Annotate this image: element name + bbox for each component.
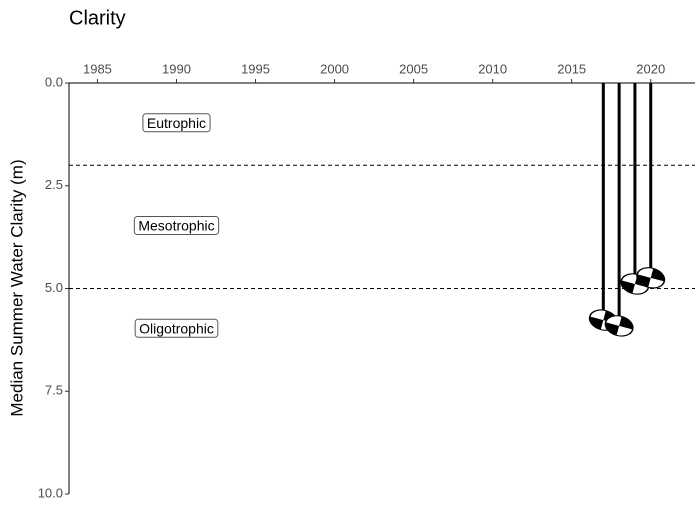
zone-label-box	[134, 318, 219, 338]
y-axis-label: Median Summer Water Clarity (m)	[7, 159, 26, 416]
secchi-disc	[604, 315, 634, 337]
x-tick-label: 1985	[83, 61, 112, 76]
x-tick-label: 1995	[241, 61, 270, 76]
y-tick-label: 2.5	[45, 177, 63, 192]
y-tick-label: 7.5	[45, 383, 63, 398]
zone-label-box	[133, 216, 220, 236]
x-tick-label: 2015	[557, 61, 586, 76]
x-tick-label: 2010	[478, 61, 507, 76]
y-tick-label: 10.0	[38, 485, 63, 500]
x-tick-label: 2020	[636, 61, 665, 76]
x-tick-label: 1990	[162, 61, 191, 76]
disc-quadrant	[619, 316, 633, 330]
secchi-disc	[636, 267, 666, 289]
x-tick-label: 2005	[399, 61, 428, 76]
x-tick-label: 2000	[320, 61, 349, 76]
y-tick-label: 0.0	[45, 74, 63, 89]
zone-label: Mesotrophic	[138, 218, 214, 234]
zone-label: Eutrophic	[147, 115, 206, 131]
disc-quadrant	[636, 274, 651, 288]
disc-quadrant	[589, 316, 604, 330]
disc-quadrant	[650, 268, 665, 282]
disc-quadrant	[621, 280, 635, 294]
y-tick-label: 5.0	[45, 280, 63, 295]
disc-quadrant	[605, 322, 620, 336]
chart-title: Clarity	[69, 7, 126, 29]
zone-label: Oligotrophic	[139, 320, 214, 336]
zone-label-box	[142, 113, 211, 133]
